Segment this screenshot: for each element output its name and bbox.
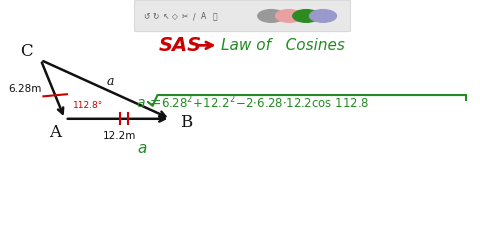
Circle shape [276,11,302,23]
Text: ◇: ◇ [172,12,178,21]
Text: 112.8°: 112.8° [73,100,104,109]
Text: a: a [137,140,146,155]
Circle shape [258,11,285,23]
Text: $6.28^2\!+\!12.2^2\!-\!2{\cdot}6.28{\cdot}12.2\cos\,112.8$: $6.28^2\!+\!12.2^2\!-\!2{\cdot}6.28{\cdo… [161,94,369,111]
Text: 12.2m: 12.2m [103,130,137,140]
Text: ⬛: ⬛ [213,12,217,21]
Text: A: A [202,12,206,21]
Text: A: A [49,123,61,140]
Circle shape [293,11,320,23]
Text: a =: a = [137,95,161,109]
Text: ✂: ✂ [181,12,188,21]
FancyBboxPatch shape [134,1,350,33]
Text: C: C [20,43,33,60]
Circle shape [310,11,336,23]
Text: /: / [193,12,196,21]
Text: SAS: SAS [158,36,202,54]
Text: Law of   Cosines: Law of Cosines [221,38,345,52]
Text: B: B [180,113,192,130]
Text: a: a [107,74,114,88]
Text: ↖: ↖ [162,12,169,21]
Text: ↻: ↻ [153,12,159,21]
Text: ↺: ↺ [143,12,150,21]
Text: 6.28m: 6.28m [8,84,42,94]
